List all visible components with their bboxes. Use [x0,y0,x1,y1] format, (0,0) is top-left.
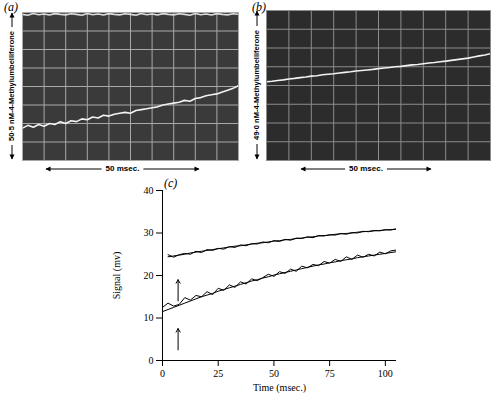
svg-text:20: 20 [144,270,154,281]
html-text:(b): (b) [252,0,266,14]
svg-text:30: 30 [144,227,154,238]
html-text:(a): (a) [4,0,18,14]
svg-text:40: 40 [144,185,154,196]
html-text:(c): (c) [164,176,178,190]
svg-text:Signal (mv): Signal (mv) [111,252,123,300]
svg-text:100: 100 [378,368,393,379]
svg-text:50 msec.: 50 msec. [106,164,140,173]
svg-text:50 msec.: 50 msec. [349,164,383,173]
svg-text:50: 50 [269,368,279,379]
svg-text:75: 75 [325,368,335,379]
svg-text:50·5 nM-4-Methylumbelliferone: 50·5 nM-4-Methylumbelliferone [7,31,16,141]
svg-text:10: 10 [144,312,154,323]
svg-text:0: 0 [160,368,165,379]
svg-text:49·0 nM-4-Methylumbelliferone: 49·0 nM-4-Methylumbelliferone [252,30,261,140]
svg-text:0: 0 [149,355,154,366]
svg-text:Time (msec.): Time (msec.) [253,382,306,394]
svg-text:25: 25 [213,368,223,379]
